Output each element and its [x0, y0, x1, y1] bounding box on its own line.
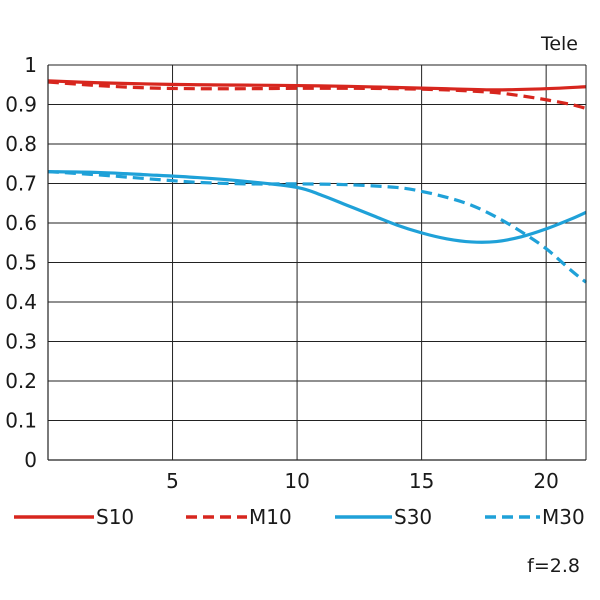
- y-tick-label: 0.4: [5, 290, 37, 314]
- y-tick-label: 0.1: [5, 409, 37, 433]
- y-tick-label: 0.6: [5, 211, 37, 235]
- footnote-label: f=2.8: [527, 555, 580, 577]
- legend-label-m10: M10: [249, 505, 292, 529]
- series-line-m30: [47, 170, 587, 284]
- y-tick-label: 0.5: [5, 251, 37, 275]
- y-tick-label: 0.2: [5, 369, 37, 393]
- legend-label-m30: M30: [542, 505, 585, 529]
- y-tick-label: 0: [24, 448, 37, 472]
- y-tick-label: 0.3: [5, 330, 37, 354]
- x-tick-label: 15: [409, 469, 434, 493]
- axes: 00.10.20.30.40.50.60.70.80.915 10 15 20: [5, 53, 587, 493]
- y-tick-label: 0.9: [5, 93, 37, 117]
- grid: [48, 64, 586, 461]
- y-tick-label: 0.7: [5, 172, 37, 196]
- legend-label-s30: S30: [394, 505, 432, 529]
- series-line-s10: [47, 79, 587, 92]
- legend: S10 M10 S30 M30: [14, 505, 585, 529]
- series-lines: [47, 79, 587, 284]
- legend-label-s10: S10: [96, 505, 134, 529]
- y-tick-label: 1: [24, 53, 37, 77]
- series-line-s30: [47, 170, 587, 244]
- x-tick-label: 10: [284, 469, 309, 493]
- y-tick-label: 0.8: [5, 132, 37, 156]
- x-tick-label: 20: [533, 469, 558, 493]
- corner-label: Tele: [540, 33, 578, 55]
- x-tick-label: 5: [166, 469, 179, 493]
- series-line-m10: [47, 80, 587, 110]
